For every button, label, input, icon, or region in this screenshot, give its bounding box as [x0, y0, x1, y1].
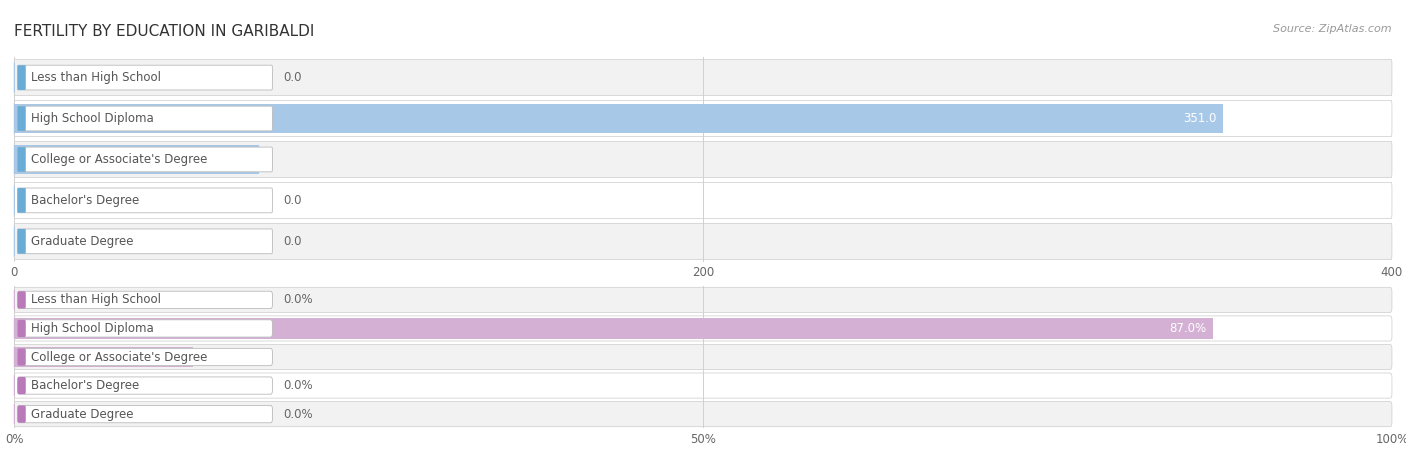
FancyBboxPatch shape [17, 406, 25, 423]
FancyBboxPatch shape [17, 65, 273, 90]
FancyBboxPatch shape [17, 106, 273, 131]
Text: 0.0: 0.0 [284, 71, 302, 84]
FancyBboxPatch shape [17, 188, 25, 213]
FancyBboxPatch shape [14, 60, 1392, 96]
FancyBboxPatch shape [14, 141, 1392, 178]
FancyBboxPatch shape [14, 100, 1392, 137]
FancyBboxPatch shape [17, 188, 273, 213]
FancyBboxPatch shape [14, 345, 1392, 369]
Bar [14, 347, 193, 367]
Text: Bachelor's Degree: Bachelor's Degree [31, 194, 139, 207]
FancyBboxPatch shape [17, 291, 25, 308]
Text: Bachelor's Degree: Bachelor's Degree [31, 379, 139, 392]
FancyBboxPatch shape [17, 406, 273, 423]
FancyBboxPatch shape [17, 377, 273, 394]
FancyBboxPatch shape [17, 348, 273, 366]
FancyBboxPatch shape [14, 288, 1392, 312]
Text: Less than High School: Less than High School [31, 71, 162, 84]
FancyBboxPatch shape [17, 147, 273, 172]
FancyBboxPatch shape [17, 147, 25, 172]
Text: Source: ZipAtlas.com: Source: ZipAtlas.com [1274, 24, 1392, 34]
Text: College or Associate's Degree: College or Associate's Degree [31, 153, 208, 166]
Text: 0.0%: 0.0% [284, 293, 314, 307]
FancyBboxPatch shape [14, 223, 1392, 259]
Text: 0.0: 0.0 [284, 194, 302, 207]
Text: 13.0%: 13.0% [149, 350, 186, 364]
Text: High School Diploma: High School Diploma [31, 112, 155, 125]
Bar [14, 145, 259, 174]
Bar [14, 104, 1223, 133]
FancyBboxPatch shape [14, 373, 1392, 398]
Text: FERTILITY BY EDUCATION IN GARIBALDI: FERTILITY BY EDUCATION IN GARIBALDI [14, 24, 315, 39]
FancyBboxPatch shape [17, 291, 273, 308]
Text: 71.0: 71.0 [225, 153, 252, 166]
FancyBboxPatch shape [17, 229, 25, 254]
FancyBboxPatch shape [14, 182, 1392, 218]
Text: Graduate Degree: Graduate Degree [31, 235, 134, 248]
FancyBboxPatch shape [17, 377, 25, 394]
FancyBboxPatch shape [14, 402, 1392, 426]
Text: Graduate Degree: Graduate Degree [31, 407, 134, 421]
FancyBboxPatch shape [17, 65, 25, 90]
Text: 0.0%: 0.0% [284, 407, 314, 421]
FancyBboxPatch shape [17, 106, 25, 131]
FancyBboxPatch shape [17, 320, 25, 337]
Text: College or Associate's Degree: College or Associate's Degree [31, 350, 208, 364]
Bar [14, 318, 1213, 339]
Text: 0.0: 0.0 [284, 235, 302, 248]
Text: Less than High School: Less than High School [31, 293, 162, 307]
FancyBboxPatch shape [14, 316, 1392, 341]
Text: High School Diploma: High School Diploma [31, 322, 155, 335]
FancyBboxPatch shape [17, 348, 25, 366]
FancyBboxPatch shape [17, 229, 273, 254]
Text: 351.0: 351.0 [1182, 112, 1216, 125]
Text: 0.0%: 0.0% [284, 379, 314, 392]
FancyBboxPatch shape [17, 320, 273, 337]
Text: 87.0%: 87.0% [1168, 322, 1206, 335]
